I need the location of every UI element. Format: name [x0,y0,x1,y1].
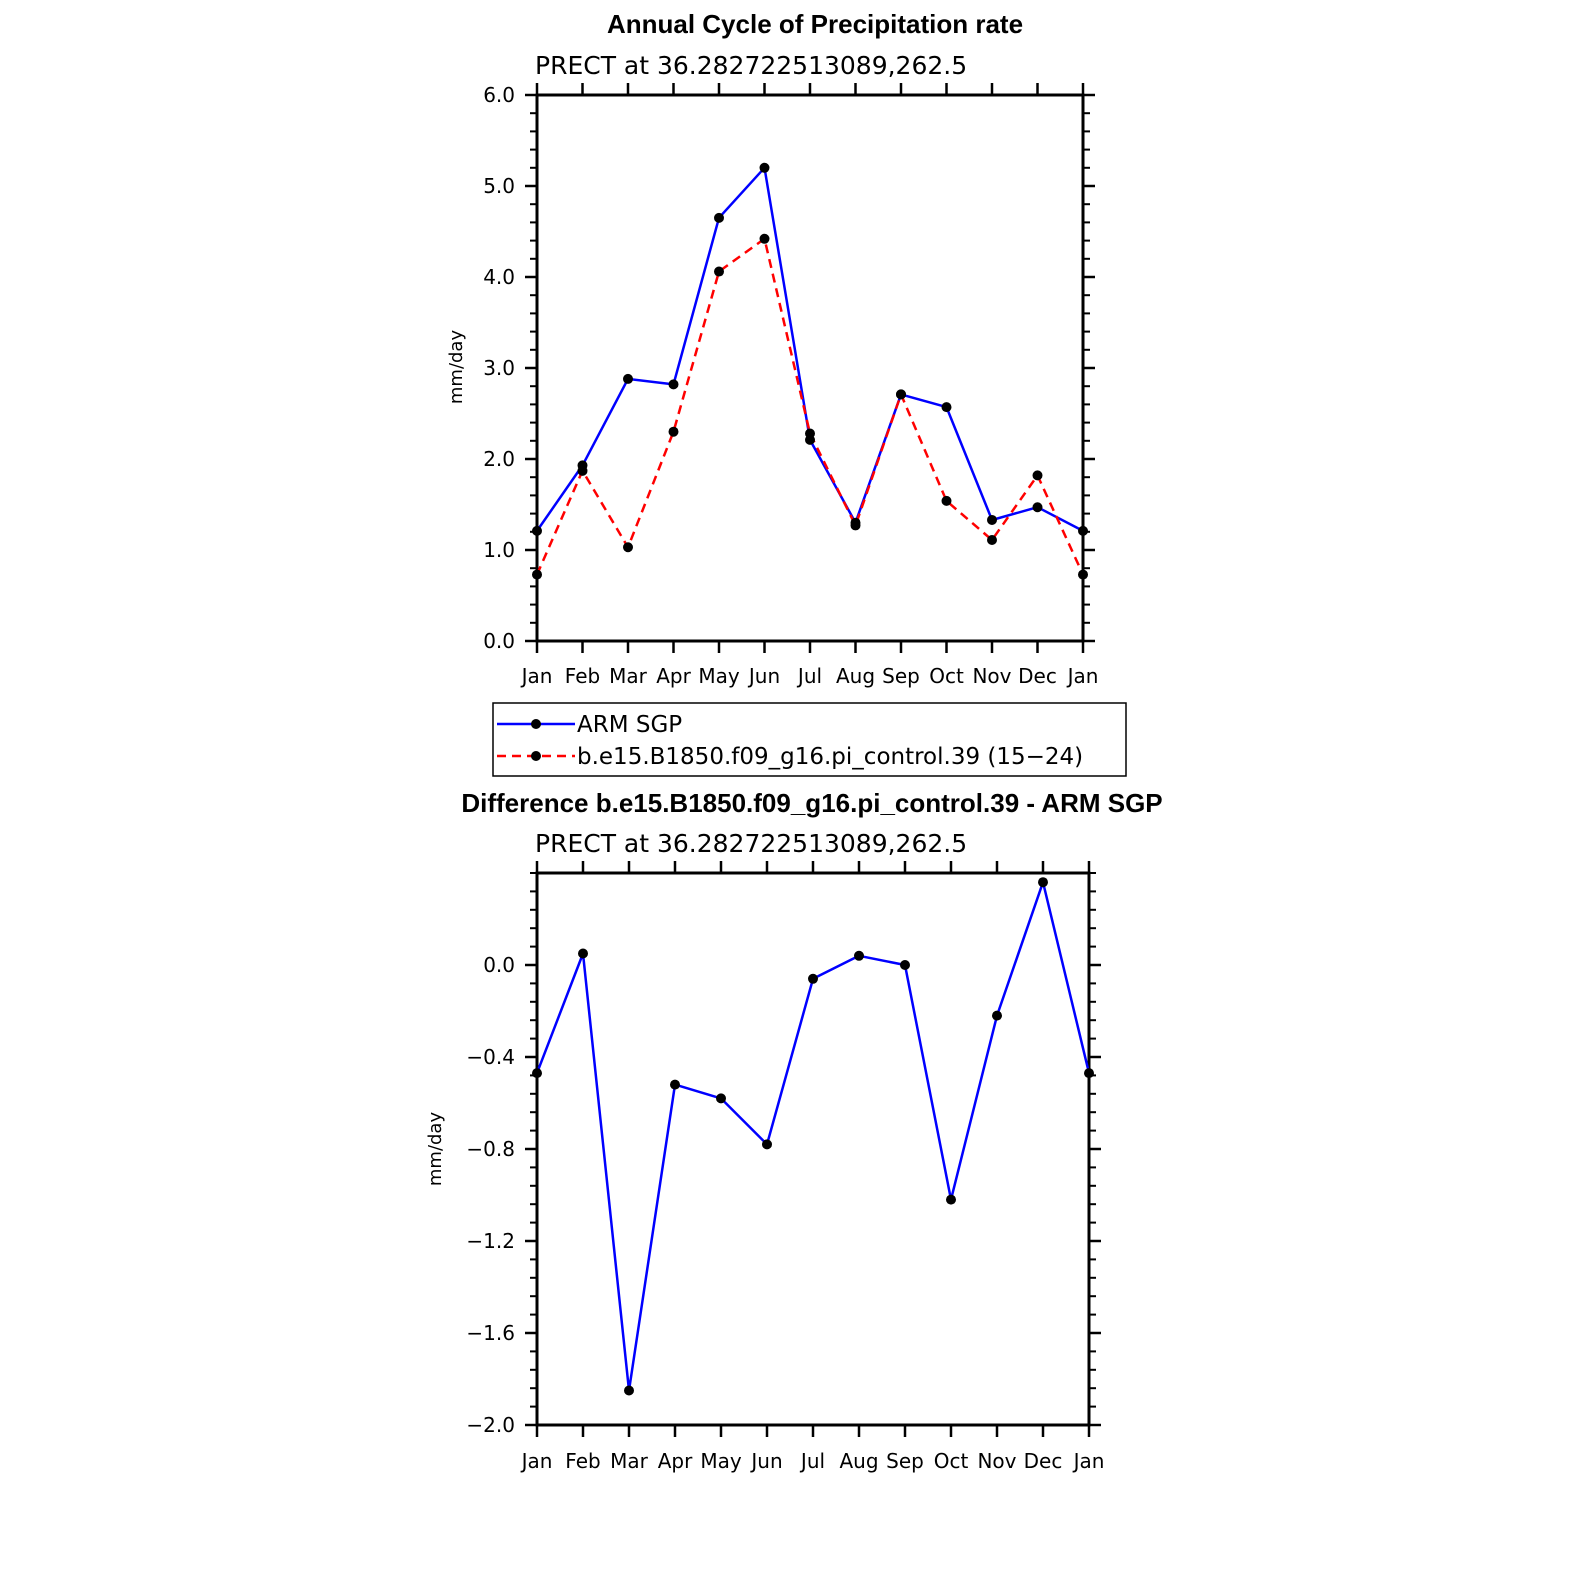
data-point-series-0 [532,1068,542,1079]
chart-subtitle: PRECT at 36.282722513089,262.5 [535,829,967,858]
chart-subtitle: PRECT at 36.282722513089,262.5 [535,51,967,80]
legend: ARM SGP b.e15.B1850.f09_g16.pi_control.3… [492,702,1127,777]
data-point-series-1 [805,428,815,439]
legend-label-arm-sgp: ARM SGP [577,712,682,738]
legend-label-model: b.e15.B1850.f09_g16.pi_control.39 (15−24… [577,744,1083,770]
x-tick-label: Nov [977,1449,1016,1473]
series-line-0 [535,166,1084,533]
y-tick-label: 0.0 [483,629,515,653]
data-point-series-0 [900,960,910,970]
x-tick-label: Feb [565,664,600,688]
x-tick-label: May [698,664,740,688]
data-point-series-0 [1078,525,1088,536]
x-tick-label: Feb [565,1449,600,1473]
annual-cycle-chart: Annual Cycle of Precipitation rate PRECT… [446,9,1127,777]
data-point-series-1 [987,534,997,545]
data-point-series-1 [850,520,861,531]
plot-frame [535,93,1085,643]
legend-box [492,702,1127,777]
data-point-series-0 [714,212,724,223]
data-point-series-0 [946,1194,956,1205]
data-point-series-1 [577,465,588,476]
y-tick-label: −1.2 [466,1229,515,1253]
y-tick-label: 4.0 [483,265,515,289]
x-tick-label: Jun [749,1449,782,1473]
x-tick-label: Mar [609,664,648,688]
data-point-series-1 [759,233,770,244]
legend-marker-model [531,751,541,761]
data-point-series-0 [532,525,542,536]
data-point-series-0 [716,1093,726,1104]
data-point-series-1 [532,569,542,580]
x-tick-label: Dec [1018,664,1057,688]
data-point-series-1 [668,426,679,437]
x-tick-label: Jan [520,1449,553,1473]
data-point-series-0 [941,402,952,413]
data-point-series-0 [1038,877,1048,888]
data-point-series-0 [1032,502,1043,513]
y-tick-label: −1.6 [466,1321,515,1345]
x-tick-label: May [700,1449,742,1473]
axis-ticks: −2.0 −1.6 −1.2 −0.8 −0.4 0.0 Jan Feb Mar Apr May Ju… [466,861,1104,1473]
x-tick-label: Jul [799,1449,825,1473]
x-tick-label: Aug [836,664,875,688]
legend-marker-arm-sgp [531,719,541,729]
x-tick-label: Jan [1072,1449,1105,1473]
data-point-series-0 [762,1139,772,1150]
y-axis-label: mm/day [425,1112,446,1187]
data-point-series-0 [668,379,679,390]
data-point-series-0 [987,514,997,525]
y-tick-label: 5.0 [483,174,515,198]
x-tick-label: Aug [839,1449,878,1473]
series-line-0 [535,880,1091,1392]
data-point-series-0 [670,1079,680,1090]
chart-title: Annual Cycle of Precipitation rate [607,9,1023,39]
x-tick-label: Oct [934,1449,969,1473]
x-tick-label: Dec [1024,1449,1063,1473]
data-point-series-0 [808,973,818,984]
data-point-series-0 [1084,1068,1094,1079]
data-point-series-0 [992,1010,1002,1021]
data-point-series-0 [854,950,864,961]
y-tick-label: 2.0 [483,447,515,471]
series-line-1 [535,237,1085,576]
series-group [532,877,1094,1396]
data-point-series-1 [714,266,724,277]
data-point-series-0 [759,162,770,173]
data-point-series-1 [1078,569,1088,580]
data-point-series-0 [624,1385,634,1396]
y-axis-label: mm/day [446,330,467,405]
y-tick-label: 3.0 [483,356,515,380]
data-point-series-1 [941,495,952,506]
y-tick-label: 1.0 [483,538,515,562]
difference-chart: Difference b.e15.B1850.f09_g16.pi_contro… [425,788,1163,1473]
x-tick-label: Jul [796,664,822,688]
x-tick-label: Nov [972,664,1011,688]
x-tick-label: Sep [882,664,920,688]
x-tick-label: Jan [520,664,553,688]
x-tick-label: Oct [929,664,964,688]
y-tick-label: −0.4 [466,1045,515,1069]
x-tick-label: Apr [656,664,691,688]
data-point-series-0 [623,373,633,384]
x-tick-label: Apr [658,1449,693,1473]
x-tick-label: Jan [1066,664,1099,688]
data-point-series-0 [578,948,588,959]
x-tick-label: Jun [747,664,780,688]
data-point-series-1 [623,542,633,553]
y-tick-label: 6.0 [483,83,515,107]
y-tick-label: −2.0 [466,1413,515,1437]
x-tick-label: Sep [886,1449,924,1473]
y-tick-label: 0.0 [483,953,515,977]
data-point-series-1 [896,389,906,400]
y-tick-label: −0.8 [466,1137,515,1161]
plot-frame [535,871,1091,1427]
data-point-series-1 [1032,470,1043,481]
chart-title: Difference b.e15.B1850.f09_g16.pi_contro… [461,788,1162,818]
x-tick-label: Mar [610,1449,649,1473]
series-group [532,162,1088,580]
axis-ticks: 0.0 1.0 2.0 3.0 4.0 5.0 6.0 Jan Feb Mar Apr May Jun J… [483,83,1098,688]
